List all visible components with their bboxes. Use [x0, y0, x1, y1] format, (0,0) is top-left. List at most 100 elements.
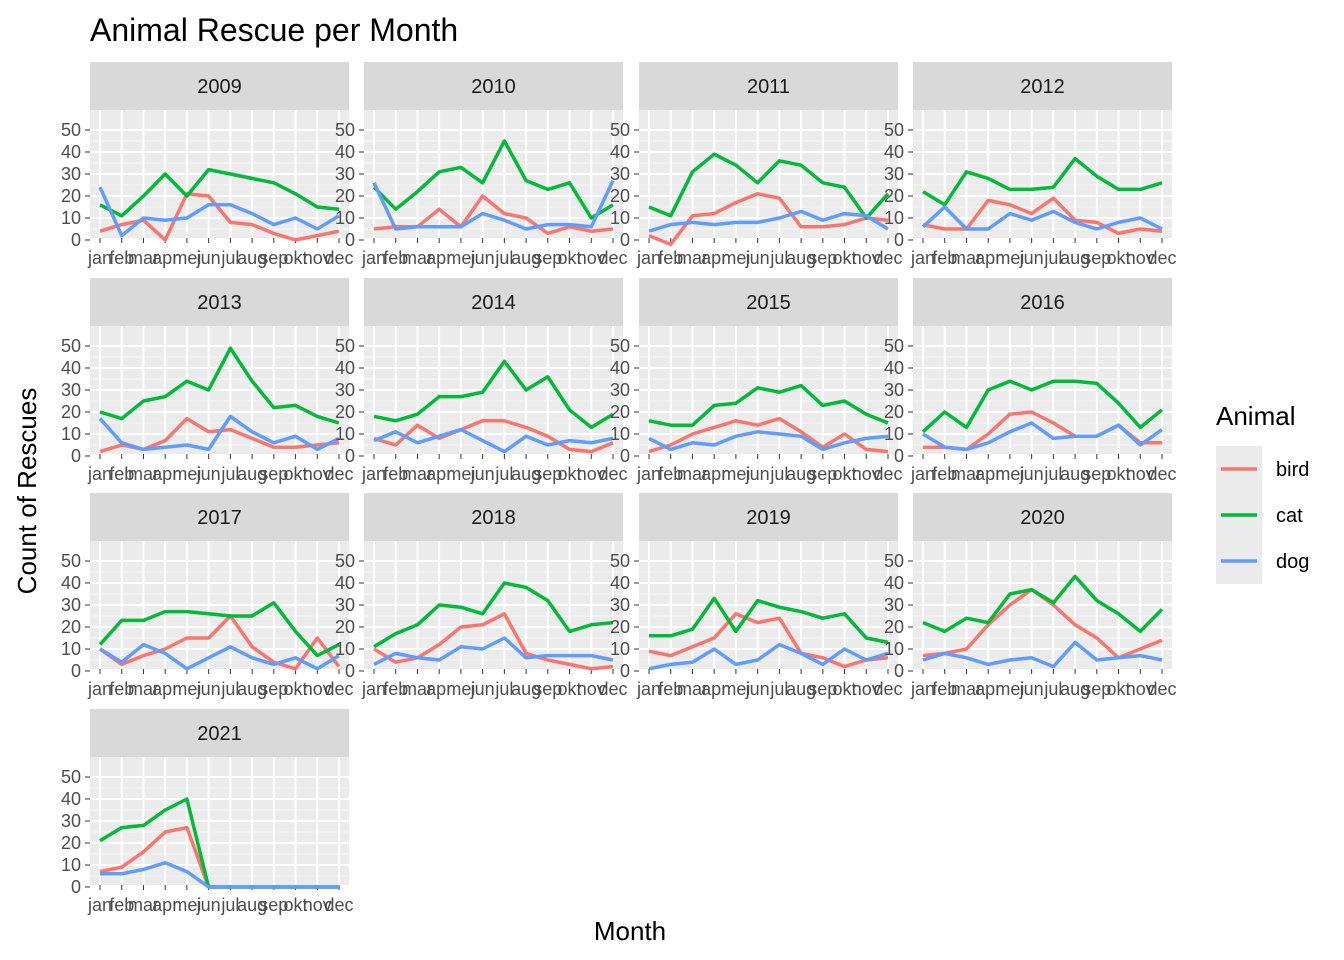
x-tick-label: aug: [1060, 248, 1090, 268]
y-tick-label: 50: [610, 336, 630, 356]
series-line-cat: [98, 601, 340, 658]
series-line-cat: [373, 581, 614, 649]
x-tick-label: mar: [402, 464, 433, 484]
x-tick-label: nov: [1126, 679, 1155, 699]
y-tick-label: 50: [884, 120, 904, 140]
x-tick-label: mar: [951, 679, 982, 699]
y-tick-label: 30: [335, 595, 355, 615]
x-tick-label: mei: [721, 679, 750, 699]
facet-strip: [90, 493, 349, 541]
x-tick-label: okt: [284, 464, 308, 484]
x-tick-label: okt: [1107, 248, 1131, 268]
x-tick-label: mar: [677, 679, 708, 699]
x-tick-label: jan: [636, 248, 661, 268]
x-tick-label: aug: [511, 679, 541, 699]
x-tick-label: sep: [533, 679, 562, 699]
y-tick-label: 30: [610, 164, 630, 184]
y-tick-label: 20: [335, 186, 355, 206]
facet-strip: [639, 493, 898, 541]
legend: Animal bird cat dog: [1216, 401, 1309, 584]
facet-strip-label: 2021: [197, 723, 242, 745]
y-tick-label: 10: [884, 639, 904, 659]
x-tick-label: jan: [87, 895, 112, 915]
x-tick-label: okt: [833, 248, 857, 268]
series-line-cat: [648, 383, 889, 427]
x-tick-label: jun: [196, 248, 221, 268]
facet-strip-label: 2020: [1020, 507, 1065, 529]
legend-label-dog: dog: [1276, 551, 1309, 573]
y-axis-title: Count of Rescues: [12, 388, 42, 595]
x-tick-label: aug: [1060, 464, 1090, 484]
y-tick-label: 50: [610, 551, 630, 571]
y-tick-label: 10: [335, 639, 355, 659]
x-tick-label: dec: [324, 248, 353, 268]
x-tick-label: dec: [598, 248, 627, 268]
x-tick-label: jun: [745, 679, 770, 699]
x-tick-label: dec: [1147, 464, 1176, 484]
series-line-cat: [372, 139, 614, 220]
facet-strip-label: 2011: [747, 76, 790, 98]
x-tick-label: aug: [786, 248, 816, 268]
y-tick-label: 40: [61, 142, 81, 162]
x-tick-label: okt: [1107, 464, 1131, 484]
x-tick-label: sep: [259, 464, 288, 484]
x-tick-label: nov: [577, 679, 606, 699]
x-tick-label: jul: [220, 464, 239, 484]
x-tick-label: apr: [426, 464, 452, 484]
x-tick-label: sep: [1082, 464, 1111, 484]
x-tick-label: mei: [995, 679, 1024, 699]
y-tick-label: 50: [884, 551, 904, 571]
x-tick-label: apr: [152, 464, 178, 484]
y-tick-label: 40: [884, 358, 904, 378]
x-tick-label: feb: [383, 679, 408, 699]
y-tick-label: 50: [61, 767, 81, 787]
series-line-dog: [648, 430, 889, 452]
facet-strip-label: 2010: [471, 76, 516, 98]
x-tick-label: jan: [87, 679, 112, 699]
x-tick-label: jul: [769, 679, 788, 699]
facet-strip-label: 2017: [197, 507, 242, 529]
facet-strip: [913, 278, 1172, 326]
y-tick-label: 50: [335, 336, 355, 356]
y-tick-label: 0: [894, 661, 904, 681]
x-tick-label: okt: [558, 248, 582, 268]
y-tick-label: 10: [884, 424, 904, 444]
y-tick-label: 50: [61, 120, 81, 140]
series-line-cat: [922, 156, 1163, 207]
facet-strip: [639, 62, 898, 110]
x-tick-label: apr: [152, 679, 178, 699]
series-line-dog: [98, 186, 340, 238]
y-tick-label: 40: [610, 573, 630, 593]
x-tick-label: okt: [558, 679, 582, 699]
x-tick-label: mar: [677, 464, 708, 484]
y-tick-label: 40: [335, 573, 355, 593]
y-tick-label: 20: [61, 186, 81, 206]
x-tick-label: dec: [598, 464, 627, 484]
x-tick-label: aug: [237, 895, 267, 915]
y-tick-label: 20: [61, 833, 81, 853]
facet-strip-label: 2015: [746, 292, 791, 314]
series-line-bird: [648, 612, 889, 669]
x-tick-label: jul: [1043, 464, 1062, 484]
series-line-dog: [648, 209, 889, 233]
x-tick-label: jun: [1019, 679, 1044, 699]
x-tick-label: jan: [910, 464, 935, 484]
y-tick-label: 50: [61, 336, 81, 356]
x-tick-label: nov: [577, 464, 606, 484]
facet-strip: [364, 493, 623, 541]
x-tick-label: mei: [721, 248, 750, 268]
x-tick-label: jan: [636, 679, 661, 699]
x-tick-label: mei: [172, 895, 201, 915]
x-tick-label: sep: [808, 679, 837, 699]
y-tick-label: 10: [61, 855, 81, 875]
x-tick-label: aug: [786, 679, 816, 699]
x-tick-label: feb: [383, 248, 408, 268]
x-tick-label: sep: [533, 248, 562, 268]
facet-strip: [90, 709, 349, 757]
y-tick-label: 20: [884, 186, 904, 206]
